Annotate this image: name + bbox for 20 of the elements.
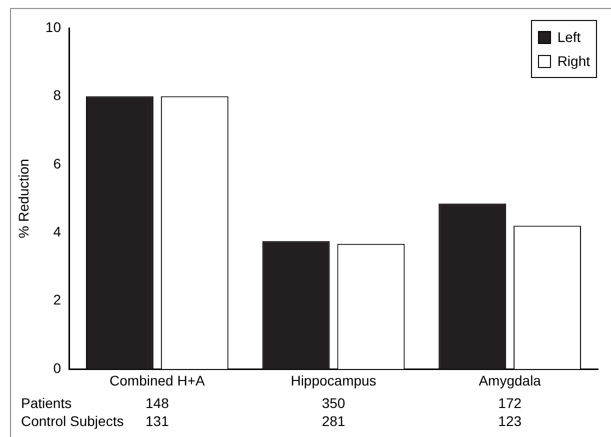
text: Patients xyxy=(21,394,72,411)
y-tick-label: 8 xyxy=(53,87,62,104)
y-axis-title: % Reduction xyxy=(15,158,32,238)
text: 148 xyxy=(145,394,170,411)
text: Right xyxy=(557,53,590,69)
text: 281 xyxy=(322,412,346,429)
x-tick-label: Amygdala xyxy=(478,372,542,388)
legend-label: Left xyxy=(557,29,581,45)
y-tick-label: 2 xyxy=(53,292,62,308)
y-tick-label: 0 xyxy=(53,360,62,376)
text: 131 xyxy=(145,412,170,429)
text: 172 xyxy=(498,394,522,411)
text: 123 xyxy=(498,412,522,429)
x-tick-label: Hippocampus xyxy=(290,372,376,388)
y-tick-label: 10 xyxy=(45,18,62,35)
y-tick-label: 4 xyxy=(53,223,62,240)
y-tick-label: 6 xyxy=(53,155,62,172)
x-tick-label: Combined H+A xyxy=(110,372,206,388)
text: Control Subjects xyxy=(21,412,124,429)
text: 350 xyxy=(322,394,346,411)
